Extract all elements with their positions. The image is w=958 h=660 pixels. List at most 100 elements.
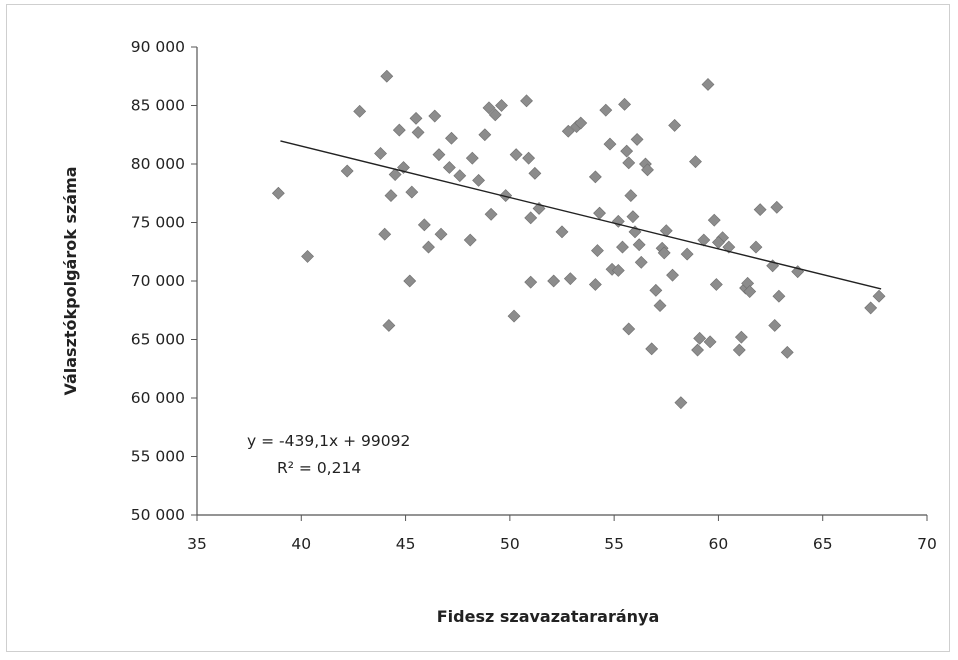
data-point bbox=[649, 283, 663, 297]
data-point bbox=[488, 108, 502, 122]
data-point bbox=[666, 268, 679, 282]
data-point bbox=[689, 155, 702, 169]
data-point bbox=[734, 330, 748, 344]
data-point bbox=[701, 78, 715, 91]
data-point bbox=[442, 161, 456, 174]
data-point bbox=[465, 151, 479, 165]
y-tick-label: 55 000 bbox=[131, 448, 185, 466]
data-point bbox=[674, 396, 688, 410]
data-point bbox=[472, 173, 485, 187]
data-point bbox=[697, 233, 711, 247]
data-point bbox=[753, 203, 767, 217]
trendline bbox=[280, 140, 882, 290]
data-point bbox=[520, 94, 533, 108]
y-axis-title: Választókpolgárok száma bbox=[61, 166, 80, 395]
x-tick-label: 60 bbox=[709, 535, 729, 553]
trendline-group bbox=[280, 140, 882, 290]
data-point bbox=[484, 207, 498, 221]
data-point bbox=[522, 151, 536, 165]
y-tick-label: 70 000 bbox=[131, 272, 185, 290]
x-tick-label: 70 bbox=[917, 535, 937, 553]
x-axis-ticks: 35 40 45 50 55 60 65 70 bbox=[187, 515, 937, 553]
x-tick-label: 45 bbox=[396, 535, 416, 553]
data-point bbox=[409, 111, 423, 125]
chart-frame: 50 000 55 000 60 000 65 000 70 000 75 000 80 0… bbox=[6, 4, 950, 652]
y-axis-ticks: 50 000 55 000 60 000 65 000 70 000 75 000 80 0… bbox=[131, 38, 197, 524]
data-point bbox=[653, 299, 667, 312]
data-point bbox=[603, 137, 617, 151]
data-point bbox=[588, 170, 602, 184]
data-point bbox=[770, 200, 784, 214]
data-point bbox=[453, 169, 467, 183]
data-point bbox=[732, 343, 746, 357]
data-point bbox=[405, 185, 419, 199]
data-point bbox=[428, 109, 442, 123]
data-point bbox=[691, 343, 704, 357]
data-point bbox=[478, 128, 492, 142]
data-point bbox=[561, 124, 575, 138]
data-point bbox=[864, 301, 878, 315]
data-point bbox=[403, 274, 417, 288]
data-point bbox=[707, 213, 721, 227]
data-point bbox=[872, 289, 886, 303]
data-point bbox=[524, 275, 538, 289]
data-point bbox=[641, 163, 654, 177]
data-point bbox=[528, 166, 542, 180]
data-point bbox=[563, 272, 577, 286]
r-squared-label: R² = 0,214 bbox=[277, 459, 361, 477]
x-tick-label: 35 bbox=[187, 535, 207, 553]
data-point bbox=[709, 278, 723, 291]
data-point bbox=[772, 289, 786, 303]
data-point bbox=[353, 104, 367, 118]
data-point bbox=[703, 335, 717, 349]
data-point bbox=[392, 123, 406, 137]
data-point bbox=[668, 118, 682, 132]
data-point bbox=[780, 345, 794, 359]
y-tick-label: 50 000 bbox=[131, 506, 185, 524]
data-point bbox=[622, 156, 636, 170]
x-tick-label: 55 bbox=[604, 535, 624, 553]
y-tick-label: 80 000 bbox=[131, 155, 185, 173]
data-point bbox=[380, 69, 394, 83]
data-point bbox=[499, 189, 513, 203]
data-point bbox=[632, 238, 646, 252]
data-point bbox=[382, 319, 396, 332]
x-tick-label: 65 bbox=[813, 535, 833, 553]
data-point bbox=[574, 116, 588, 130]
data-point bbox=[743, 285, 757, 298]
data-point bbox=[591, 244, 604, 258]
data-point bbox=[616, 240, 629, 254]
y-tick-label: 90 000 bbox=[131, 38, 185, 56]
data-point bbox=[524, 211, 538, 225]
data-point bbox=[378, 227, 392, 241]
data-point bbox=[768, 319, 782, 332]
data-point bbox=[618, 97, 631, 111]
data-point bbox=[411, 125, 425, 139]
trendline-equation: y = -439,1x + 99092 bbox=[247, 432, 410, 450]
data-point bbox=[634, 255, 648, 269]
data-point bbox=[422, 240, 435, 254]
data-point bbox=[622, 322, 636, 336]
y-tick-label: 65 000 bbox=[131, 331, 185, 349]
data-point bbox=[509, 148, 523, 162]
data-point bbox=[495, 99, 508, 112]
data-point bbox=[374, 147, 387, 160]
data-point bbox=[680, 247, 694, 261]
data-point bbox=[645, 342, 659, 356]
scatter-chart: 50 000 55 000 60 000 65 000 70 000 75 000 80 0… bbox=[61, 38, 937, 626]
data-point bbox=[463, 233, 477, 247]
data-point bbox=[611, 264, 625, 277]
data-point bbox=[657, 246, 671, 260]
data-point bbox=[588, 278, 602, 291]
data-point bbox=[445, 131, 458, 145]
data-point bbox=[432, 148, 446, 162]
data-point bbox=[301, 250, 314, 263]
x-tick-label: 40 bbox=[291, 535, 311, 553]
data-point bbox=[388, 168, 402, 181]
data-points bbox=[271, 69, 886, 410]
data-point bbox=[599, 103, 613, 117]
data-point bbox=[434, 227, 448, 241]
data-point bbox=[547, 274, 561, 288]
data-point bbox=[693, 331, 707, 345]
data-point bbox=[271, 186, 285, 200]
